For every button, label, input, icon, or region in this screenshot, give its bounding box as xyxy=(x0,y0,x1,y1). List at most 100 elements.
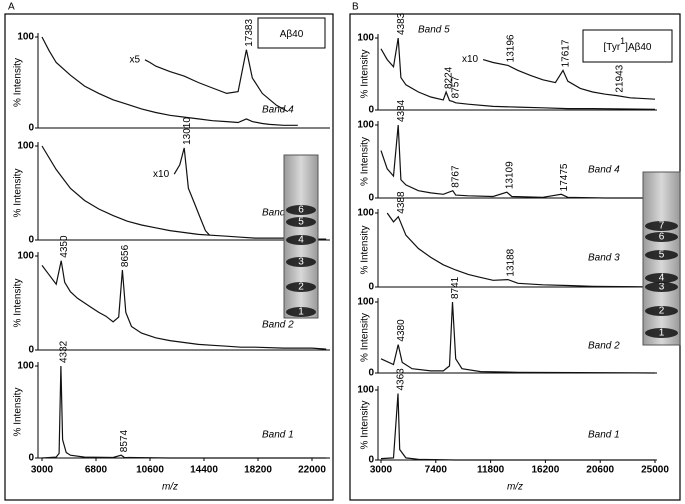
band-label: Band 2 xyxy=(588,341,620,352)
x-tick-label: 14400 xyxy=(190,465,218,476)
gel-band xyxy=(286,282,316,292)
title-box xyxy=(582,29,673,63)
y-axis-label: % Intensity xyxy=(360,226,371,275)
band-label: Band 3 xyxy=(588,253,620,264)
spectrum-line xyxy=(380,37,656,110)
y-axis-label: % Intensity xyxy=(13,169,24,218)
gel-band xyxy=(286,205,316,215)
x-axis-label: m/z xyxy=(162,482,178,493)
x-tick-label: 11800 xyxy=(477,465,505,476)
title-part: [Tyr xyxy=(603,42,620,53)
x-tick-label: 3000 xyxy=(370,465,393,476)
peak-label: 4384 xyxy=(396,99,407,122)
gel-band xyxy=(645,250,678,260)
y-tick-label: 0 xyxy=(368,368,374,379)
x-tick-label: 18200 xyxy=(244,465,272,476)
peak-label: 13188 xyxy=(506,248,517,276)
band-label: Band 3 xyxy=(262,208,294,219)
x-tick-label: 25000 xyxy=(641,465,669,476)
x-axis-label: m/z xyxy=(507,482,523,493)
panel-frame xyxy=(4,13,334,501)
gel-band xyxy=(286,235,316,245)
peak-label: 17475 xyxy=(559,163,570,191)
peak-label: 13010 xyxy=(182,117,193,145)
spectrum-line xyxy=(41,365,327,459)
spectrum-line xyxy=(144,49,289,113)
peak-label: 4380 xyxy=(396,319,407,342)
y-tick-label: 0 xyxy=(368,105,374,116)
y-tick-label: 100 xyxy=(357,297,374,308)
series-label: x10 xyxy=(153,169,170,180)
peak-label: 8757 xyxy=(450,76,461,99)
gel-band xyxy=(645,306,678,316)
band-label: Band 1 xyxy=(262,430,294,441)
peak-label: 4332 xyxy=(59,340,70,363)
gel-lane-label: 2 xyxy=(298,282,304,293)
spectrum-line xyxy=(482,59,656,100)
peak-label: 8224 xyxy=(444,66,455,89)
y-tick-label: 100 xyxy=(17,361,34,372)
gel-band xyxy=(645,221,678,231)
gel-lane-label: 2 xyxy=(659,306,665,317)
peak-label: 4350 xyxy=(59,235,70,258)
y-axis-label: % Intensity xyxy=(360,401,371,450)
band-label: Band 1 xyxy=(588,430,620,441)
title-part: 1 xyxy=(620,36,625,46)
band-label: Band 5 xyxy=(418,25,450,36)
gel-lane-label: 1 xyxy=(659,328,665,339)
gel-lane-label: 7 xyxy=(659,221,665,232)
peak-label: 8574 xyxy=(119,430,130,453)
y-tick-label: 0 xyxy=(28,123,34,134)
peak-label: 8741 xyxy=(450,276,461,299)
gel-band xyxy=(286,307,316,317)
gel-band xyxy=(645,273,678,283)
spectrum-line xyxy=(380,301,656,374)
x-tick-label: 7400 xyxy=(425,465,448,476)
peak-label: 17383 xyxy=(244,18,255,46)
spectrum-line xyxy=(380,393,655,461)
y-axis-label: % Intensity xyxy=(360,313,371,362)
peak-label: 13109 xyxy=(505,161,516,189)
peak-label: 13196 xyxy=(506,34,517,62)
y-tick-label: 100 xyxy=(17,141,34,152)
gel-lane-label: 5 xyxy=(659,250,665,261)
y-tick-label: 0 xyxy=(368,193,374,204)
x-tick-label: 6800 xyxy=(85,465,108,476)
chart-title: Aβ40 xyxy=(280,29,304,40)
x-tick-label: 20600 xyxy=(586,465,614,476)
y-axis-label: % Intensity xyxy=(360,50,371,99)
panel-label: A xyxy=(8,2,15,13)
title-part: Aβ40 xyxy=(280,29,304,40)
gel-lane-label: 6 xyxy=(298,205,304,216)
gel-band xyxy=(286,217,316,227)
spectrum-line xyxy=(41,36,298,126)
y-tick-label: 100 xyxy=(357,120,374,131)
y-axis-label: % Intensity xyxy=(13,388,24,437)
gel-lane-label: 4 xyxy=(659,273,665,284)
y-tick-label: 0 xyxy=(28,235,34,246)
spectrum-line xyxy=(386,212,656,288)
gel-lane-label: 1 xyxy=(298,307,304,318)
y-tick-label: 100 xyxy=(357,33,374,44)
y-tick-label: 100 xyxy=(357,385,374,396)
x-tick-label: 10600 xyxy=(136,465,164,476)
spectrum-line xyxy=(380,124,655,199)
peak-label: 21943 xyxy=(615,64,626,92)
y-tick-label: 0 xyxy=(28,453,34,464)
spectrum-line xyxy=(41,145,327,240)
peak-label: 4363 xyxy=(396,368,407,391)
band-label: Band 4 xyxy=(262,105,294,116)
y-tick-label: 100 xyxy=(17,32,34,43)
peak-label: 4383 xyxy=(396,12,407,35)
peak-label: 8767 xyxy=(450,165,461,188)
spectrum-line xyxy=(173,147,211,236)
gel-lane-label: 3 xyxy=(298,257,304,268)
spectrum-line xyxy=(41,260,327,350)
series-label: x5 xyxy=(129,54,140,65)
gel-band xyxy=(645,232,678,242)
peak-label: 4388 xyxy=(396,191,407,214)
title-part: ]Aβ40 xyxy=(625,42,652,53)
gel-lane-label: 6 xyxy=(659,232,665,243)
gel-lane-label: 3 xyxy=(659,282,665,293)
